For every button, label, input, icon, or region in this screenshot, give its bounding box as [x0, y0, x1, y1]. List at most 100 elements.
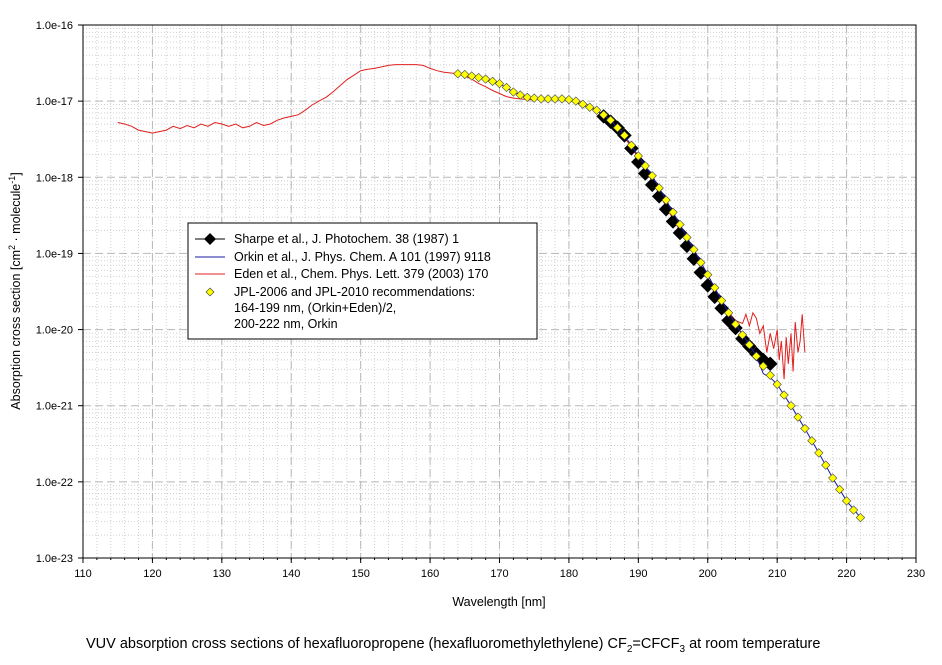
data-point: [453, 69, 463, 79]
legend-entry-eden: Eden et al., Chem. Phys. Lett. 379 (2003…: [195, 267, 488, 281]
data-point: [571, 96, 581, 106]
x-tick-label: 190: [629, 568, 647, 580]
data-point: [585, 102, 595, 112]
data-point: [564, 94, 574, 105]
data-point: [793, 412, 803, 422]
data-point: [841, 496, 852, 506]
data-point: [703, 270, 713, 280]
data-point: [578, 99, 588, 109]
data-point: [668, 207, 678, 217]
y-axis-label-sup2: -1: [7, 176, 17, 184]
data-point: [786, 401, 796, 411]
data-point: [557, 94, 567, 104]
legend-marker-sharpe: [204, 233, 216, 245]
data-point: [723, 308, 734, 318]
data-point: [814, 448, 824, 458]
data-point: [637, 166, 653, 181]
data-point: [467, 71, 477, 81]
data-point: [640, 161, 650, 171]
x-tick-label: 120: [143, 568, 161, 580]
data-point: [474, 72, 484, 83]
legend-box: [187, 222, 538, 340]
data-point: [605, 115, 616, 125]
data-point: [848, 505, 859, 515]
data-point: [758, 361, 768, 371]
data-point: [460, 69, 470, 80]
data-point: [647, 171, 657, 181]
data-point: [737, 330, 748, 340]
y-axis-label-part2: · molecule: [9, 184, 23, 245]
legend-label-jpl: JPL-2006 and JPL-2010 recommendations:: [234, 285, 475, 299]
legend-entry-jpl: JPL-2006 and JPL-2010 recommendations: 1…: [205, 285, 475, 331]
data-point: [508, 87, 519, 97]
x-tick-label: 200: [699, 568, 717, 580]
data-point: [480, 74, 491, 84]
x-axis: 110 120 130 140 150 160 170 180 190 200 210 220 230: [74, 558, 925, 580]
data-point: [855, 513, 866, 523]
legend-label-jpl-line2: 164-199 nm, (Orkin+Eden)/2,: [234, 301, 396, 315]
legend-label-sharpe: Sharpe et al., J. Photochem. 38 (1987) 1: [234, 232, 459, 246]
series-layer: [117, 64, 866, 523]
x-tick-label: 110: [74, 568, 92, 580]
data-point: [522, 92, 532, 102]
caption-part1: VUV absorption cross sections of hexaflu…: [86, 636, 627, 652]
y-tick-label: 1.0e-17: [36, 96, 73, 108]
data-point: [599, 110, 609, 120]
y-axis-label: Absorption cross section [cm2 · molecule…: [7, 172, 23, 409]
data-point: [654, 183, 664, 193]
y-axis-label-part3: ]: [9, 172, 23, 175]
data-point: [835, 484, 845, 495]
x-tick-label: 230: [907, 568, 925, 580]
data-point: [772, 379, 782, 390]
legend-label-eden: Eden et al., Chem. Phys. Lett. 379 (2003…: [234, 267, 488, 281]
x-tick-label: 170: [490, 568, 508, 580]
data-point: [536, 94, 546, 104]
y-tick-label: 1.0e-22: [36, 477, 73, 489]
y-tick-label: 1.0e-20: [36, 325, 73, 337]
data-point: [550, 94, 560, 104]
data-point: [487, 76, 498, 86]
data-point: [612, 123, 623, 133]
y-axis-label-part1: Absorption cross section [cm: [9, 250, 23, 410]
legend-label-orkin: Orkin et al., J. Phys. Chem. A 101 (1997…: [234, 250, 491, 264]
y-tick-label: 1.0e-19: [36, 248, 73, 260]
series-2: [117, 64, 806, 380]
y-tick-label: 1.0e-23: [36, 553, 73, 565]
data-point: [751, 351, 761, 361]
data-point: [779, 390, 789, 400]
data-point: [696, 257, 706, 268]
data-point: [821, 460, 831, 470]
data-point: [730, 319, 741, 329]
data-point: [501, 82, 512, 93]
data-point: [494, 79, 505, 89]
data-point: [765, 370, 775, 380]
data-point: [626, 140, 637, 150]
legend-entry-orkin: Orkin et al., J. Phys. Chem. A 101 (1997…: [195, 250, 491, 264]
y-axis: 1.0e-23 1.0e-22 1.0e-21 1.0e-20 1.0e-19 1.0e-…: [36, 20, 83, 565]
data-point: [689, 244, 699, 255]
series-line: [117, 64, 806, 380]
x-tick-label: 140: [282, 568, 300, 580]
data-point: [828, 473, 838, 483]
legend-marker-jpl: [205, 287, 215, 297]
caption-part3: at room temperature: [685, 636, 821, 652]
x-tick-label: 150: [351, 568, 369, 580]
data-point: [661, 195, 671, 205]
legend-entry-sharpe: Sharpe et al., J. Photochem. 38 (1987) 1: [195, 232, 459, 246]
data-point: [543, 94, 553, 104]
data-point: [633, 151, 643, 161]
caption-sub1: 2: [626, 643, 633, 655]
data-point: [682, 232, 692, 243]
data-point: [744, 340, 755, 350]
y-axis-label-sup1: 2: [7, 245, 17, 250]
caption-sub2: 3: [679, 643, 686, 655]
data-point: [710, 283, 720, 293]
data-point: [807, 436, 817, 446]
x-tick-label: 220: [837, 568, 855, 580]
x-tick-label: 180: [560, 568, 578, 580]
data-point: [717, 296, 727, 306]
data-point: [800, 423, 810, 434]
data-point: [619, 130, 630, 141]
data-point: [515, 90, 525, 100]
